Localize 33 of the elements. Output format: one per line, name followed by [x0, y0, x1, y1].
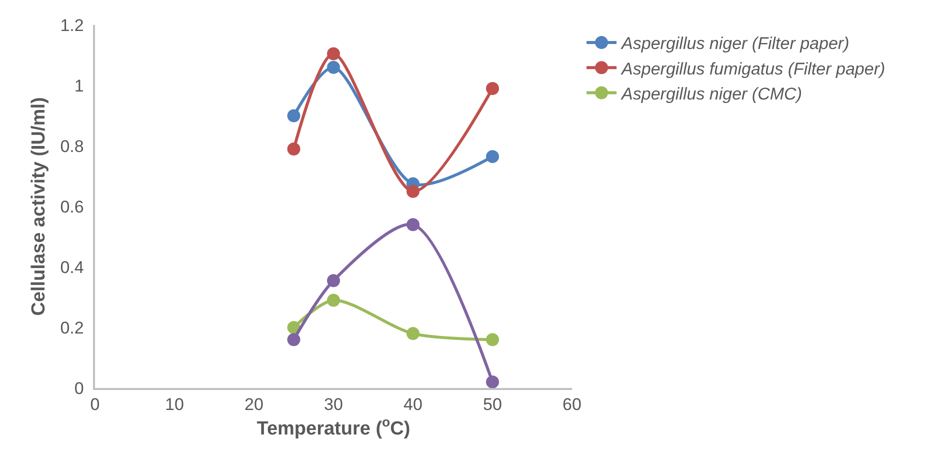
x-axis-title: Temperature ($^{o}$C)	[256, 414, 410, 440]
y-tick-label: 0.2	[60, 318, 84, 338]
y-tick-label: 0.6	[60, 197, 84, 216]
legend-label: Aspergillus niger (Filter paper)	[620, 34, 850, 54]
x-tick-label: 10	[165, 395, 184, 414]
point	[486, 150, 499, 164]
legend-label: Aspergillus niger (CMC)	[620, 84, 802, 104]
point	[327, 274, 340, 288]
point	[287, 109, 300, 122]
legend-label: Aspergillus fumigatus (Filter paper)	[620, 59, 886, 78]
point	[327, 294, 340, 307]
point	[287, 333, 300, 346]
y-tick-label: 0.8	[60, 136, 84, 156]
point	[486, 375, 499, 388]
y-tick-label: 1	[74, 76, 84, 96]
point	[327, 60, 340, 74]
x-tick-label: 30	[324, 395, 343, 414]
y-tick-label: 1.2	[60, 16, 84, 35]
x-tick-label: 20	[244, 395, 264, 414]
point	[406, 184, 420, 198]
x-tick-label: 0	[90, 395, 100, 414]
x-tick-label: 60	[562, 395, 582, 414]
point	[406, 218, 420, 232]
point	[406, 327, 420, 340]
point	[327, 47, 340, 60]
y-tick-label: 0.4	[60, 258, 84, 277]
point	[287, 142, 300, 156]
point	[486, 333, 499, 346]
point	[486, 82, 499, 96]
x-tick-label: 50	[483, 395, 502, 414]
y-tick-label: 0	[74, 378, 84, 398]
x-tick-label: 40	[404, 395, 422, 414]
y-axis-title: Cellulase activity (IU/ml)	[28, 97, 50, 316]
